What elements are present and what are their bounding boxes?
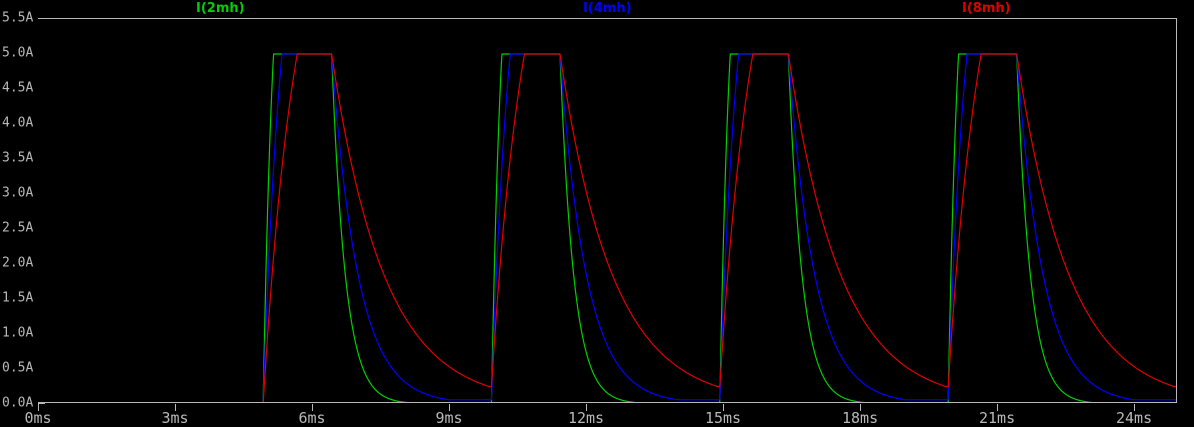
trace-i2mh [262, 53, 1176, 402]
x-tick-mark [997, 404, 999, 411]
trace-canvas [262, 53, 1176, 402]
y-tick-label: 5.0A [2, 45, 34, 61]
x-tick-mark [449, 404, 451, 411]
x-tick-mark [312, 404, 314, 411]
y-tick-mark [39, 403, 45, 404]
x-tick-label: 18ms [841, 409, 879, 427]
legend-item-i-8mh[interactable]: I(8mh) [962, 1, 1011, 16]
y-tick-label: 4.5A [2, 80, 34, 96]
x-tick-label: 6ms [298, 409, 326, 427]
y-tick-label: 2.5A [2, 220, 34, 236]
trace-i8mh [262, 53, 1176, 402]
x-tick-label: 0ms [24, 409, 52, 427]
x-tick-label: 9ms [435, 409, 463, 427]
x-tick-mark [860, 404, 862, 411]
x-tick-label: 3ms [161, 409, 189, 427]
y-tick-label: 0.0A [2, 395, 34, 411]
x-tick-mark [175, 404, 176, 411]
x-tick-label: 12ms [567, 409, 605, 427]
x-tick-mark [1134, 404, 1136, 411]
y-tick-label: 3.5A [2, 150, 34, 166]
y-tick-label: 0.5A [2, 360, 34, 376]
x-tick-mark [586, 404, 588, 411]
x-tick-mark [38, 404, 39, 411]
trace-i4mh [262, 53, 1176, 402]
y-tick-label: 5.5A [2, 10, 34, 26]
plot-area[interactable] [38, 18, 1177, 403]
x-tick-label: 24ms [1116, 409, 1153, 427]
legend-item-i-4mh[interactable]: I(4mh) [583, 1, 632, 16]
y-tick-label: 4.0A [2, 115, 34, 131]
y-tick-label: 2.0A [2, 255, 34, 271]
x-tick-label: 21ms [978, 409, 1016, 427]
x-tick-label: 15ms [704, 409, 742, 427]
y-tick-label: 1.0A [2, 325, 34, 341]
y-tick-label: 1.5A [2, 290, 34, 306]
x-tick-mark [723, 404, 725, 411]
legend-item-i-2mh[interactable]: I(2mh) [196, 1, 245, 16]
y-tick-label: 3.0A [2, 185, 34, 201]
